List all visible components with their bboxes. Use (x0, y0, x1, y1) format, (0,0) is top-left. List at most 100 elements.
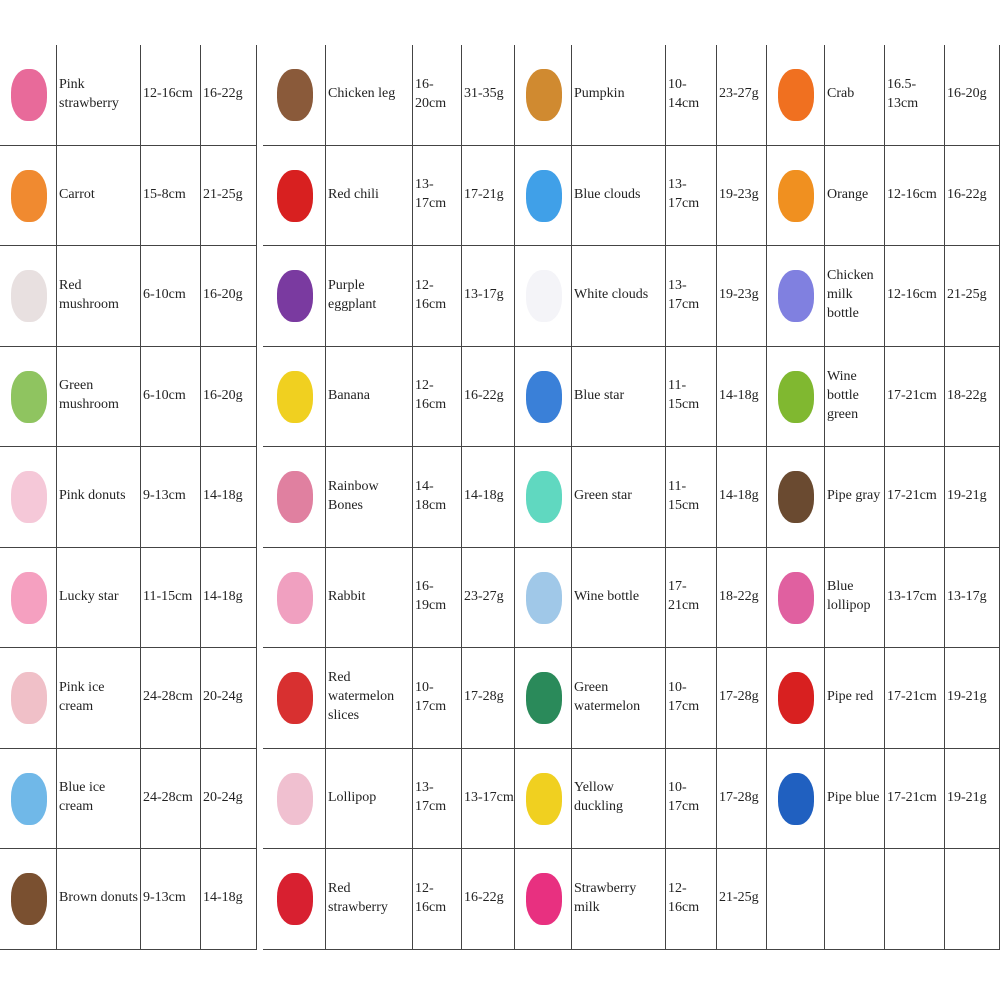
product-icon (525, 69, 562, 122)
cell-weight: 19-21g (945, 648, 1000, 749)
cell-weight (945, 849, 1000, 950)
cell-size: 12-16cm (413, 849, 462, 950)
cell-icon (515, 849, 572, 950)
cell-size: 12-16cm (885, 246, 945, 347)
cell-weight: 14-18g (201, 447, 257, 548)
product-icon (276, 873, 313, 926)
cell-weight: 17-28g (462, 648, 515, 749)
cell-weight: 31-35g (462, 45, 515, 146)
cell-name: Purple eggplant (326, 246, 413, 347)
cell-name: Pipe blue (825, 748, 885, 849)
product-icon (276, 370, 313, 423)
cell-weight: 18-22g (945, 346, 1000, 447)
product-icon (276, 69, 313, 122)
cell-name: Rabbit (326, 547, 413, 648)
cell-name (825, 849, 885, 950)
cell-size: 10-17cm (666, 648, 717, 749)
cell-size: 12-16cm (885, 145, 945, 246)
cell-icon (515, 346, 572, 447)
cell-name: Chicken milk bottle (825, 246, 885, 347)
cell-name: Banana (326, 346, 413, 447)
cell-name: Pipe gray (825, 447, 885, 548)
cell-size: 16-20cm (413, 45, 462, 146)
cell-name: Red watermelon slices (326, 648, 413, 749)
cell-name: Orange (825, 145, 885, 246)
product-icon (10, 672, 47, 725)
cell-name: Blue clouds (572, 145, 666, 246)
cell-weight: 14-18g (462, 447, 515, 548)
cell-size: 17-21cm (666, 547, 717, 648)
cell-name: Blue ice cream (57, 748, 141, 849)
product-icon (778, 169, 814, 222)
product-icon (525, 471, 562, 524)
product-icon (10, 169, 47, 222)
cell-icon (0, 849, 57, 950)
cell-icon (767, 849, 825, 950)
cell-icon (263, 648, 326, 749)
cell-icon (767, 246, 825, 347)
cell-weight: 13-17g (462, 246, 515, 347)
cell-name: Pink donuts (57, 447, 141, 548)
cell-size: 12-16cm (413, 346, 462, 447)
cell-weight: 21-25g (945, 246, 1000, 347)
cell-size: 17-21cm (885, 748, 945, 849)
cell-weight: 21-25g (201, 145, 257, 246)
cell-weight: 14-18g (201, 849, 257, 950)
product-icon (778, 370, 814, 423)
cell-name: Lucky star (57, 547, 141, 648)
cell-weight: 14-18g (201, 547, 257, 648)
cell-icon (263, 748, 326, 849)
cell-icon (0, 346, 57, 447)
product-icon (778, 270, 814, 323)
cell-name: White clouds (572, 246, 666, 347)
product-icon (778, 772, 814, 825)
cell-weight: 17-21g (462, 145, 515, 246)
cell-weight: 17-28g (717, 648, 767, 749)
cell-size (885, 849, 945, 950)
cell-icon (0, 145, 57, 246)
cell-name: Crab (825, 45, 885, 146)
cell-weight: 23-27g (462, 547, 515, 648)
cell-size: 14-18cm (413, 447, 462, 548)
product-icon (10, 772, 47, 825)
cell-weight: 16-20g (945, 45, 1000, 146)
cell-size: 10-17cm (413, 648, 462, 749)
cell-weight: 16-20g (201, 246, 257, 347)
product-icon (276, 672, 313, 725)
cell-icon (767, 547, 825, 648)
cell-size: 11-15cm (666, 447, 717, 548)
cell-size: 13-17cm (666, 145, 717, 246)
cell-size: 13-17cm (885, 547, 945, 648)
cell-name: Pipe red (825, 648, 885, 749)
cell-name: Wine bottle (572, 547, 666, 648)
cell-weight: 19-23g (717, 246, 767, 347)
cell-icon (767, 447, 825, 548)
cell-icon (0, 447, 57, 548)
cell-weight: 14-18g (717, 447, 767, 548)
cell-icon (263, 547, 326, 648)
cell-size: 17-21cm (885, 346, 945, 447)
cell-size: 24-28cm (141, 748, 201, 849)
cell-name: Pink ice cream (57, 648, 141, 749)
product-icon (10, 370, 47, 423)
cell-weight: 23-27g (717, 45, 767, 146)
cell-icon (0, 648, 57, 749)
cell-name: Pink strawberry (57, 45, 141, 146)
cell-weight: 17-28g (717, 748, 767, 849)
cell-icon (263, 246, 326, 347)
cell-weight: 14-18g (717, 346, 767, 447)
cell-icon (0, 246, 57, 347)
cell-weight: 19-23g (717, 145, 767, 246)
product-icon (276, 471, 313, 524)
cell-name: Yellow duckling (572, 748, 666, 849)
cell-size: 9-13cm (141, 849, 201, 950)
product-icon (525, 571, 562, 624)
cell-icon (767, 748, 825, 849)
cell-weight: 16-22g (201, 45, 257, 146)
cell-icon (263, 346, 326, 447)
cell-weight: 13-17g (945, 547, 1000, 648)
cell-name: Strawberry milk (572, 849, 666, 950)
product-icon (525, 873, 562, 926)
product-icon (525, 270, 562, 323)
